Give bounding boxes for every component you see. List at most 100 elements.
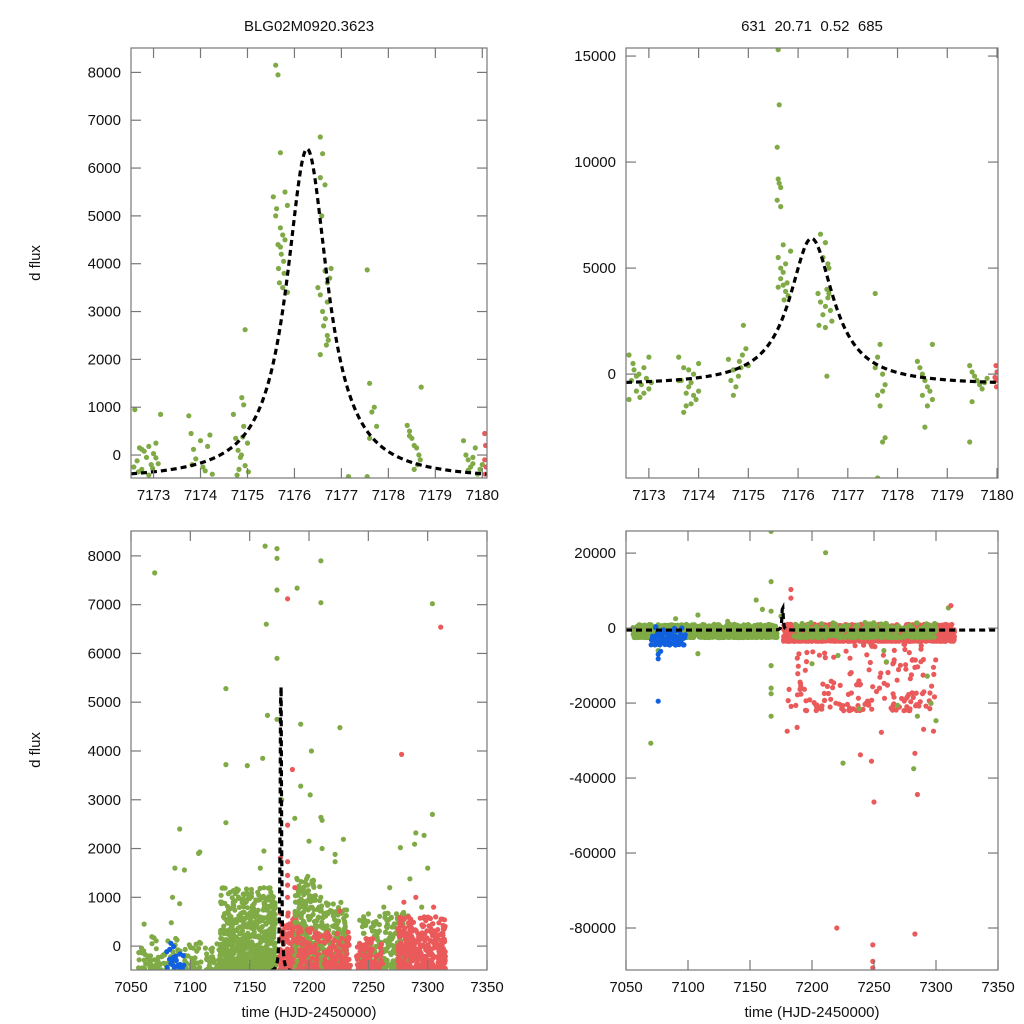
data-point-green bbox=[365, 918, 371, 925]
data-point-green bbox=[266, 932, 272, 939]
data-point-red bbox=[297, 967, 304, 970]
data-point-green bbox=[194, 948, 200, 954]
data-point-green bbox=[875, 475, 881, 478]
data-point-green bbox=[142, 966, 148, 970]
data-point-green bbox=[292, 899, 299, 905]
data-point-green bbox=[382, 929, 389, 936]
data-point-green bbox=[248, 886, 254, 893]
data-point-green bbox=[227, 960, 233, 966]
data-point-green bbox=[234, 472, 240, 478]
data-point-green bbox=[688, 634, 694, 640]
data-point-green bbox=[276, 280, 282, 286]
data-point-red bbox=[311, 934, 317, 940]
data-point-green bbox=[880, 439, 886, 445]
data-point-red bbox=[301, 949, 308, 955]
data-point-green bbox=[381, 904, 387, 910]
data-point-green bbox=[263, 936, 269, 942]
data-point-green bbox=[238, 936, 244, 943]
data-point-green bbox=[238, 911, 244, 917]
data-point-green bbox=[255, 907, 261, 913]
data-point-green bbox=[739, 352, 746, 358]
data-point-green bbox=[318, 924, 324, 930]
plot-area bbox=[136, 543, 448, 970]
data-point-blue bbox=[177, 961, 183, 968]
data-point-green bbox=[465, 457, 471, 463]
data-point-red bbox=[312, 949, 318, 955]
data-point-red bbox=[309, 955, 315, 962]
x-tick-label: 7177 bbox=[831, 487, 864, 504]
data-point-green bbox=[296, 905, 302, 911]
data-point-green bbox=[257, 865, 263, 871]
data-point-green bbox=[778, 204, 784, 210]
data-point-green bbox=[728, 377, 734, 384]
data-point-green bbox=[470, 461, 476, 467]
data-point-green bbox=[631, 633, 637, 639]
data-point-blue bbox=[171, 944, 177, 950]
data-point-green bbox=[232, 907, 238, 913]
data-point-green bbox=[294, 585, 300, 591]
x-tick-label: 7174 bbox=[682, 487, 715, 504]
data-point-red bbox=[399, 922, 405, 929]
data-point-red bbox=[483, 464, 487, 470]
x-tick-label: 7179 bbox=[419, 487, 452, 504]
data-point-green bbox=[328, 265, 334, 272]
data-point-red bbox=[335, 948, 341, 954]
data-point-green bbox=[323, 910, 330, 916]
data-point-green bbox=[188, 430, 194, 437]
xlabel-bottom-right: time (HJD-2450000) bbox=[744, 1004, 879, 1021]
data-point-green bbox=[307, 904, 314, 911]
ylabel-bottom-left: d flux bbox=[27, 732, 44, 768]
data-point-green bbox=[315, 285, 321, 291]
x-tick-label: 7300 bbox=[411, 979, 444, 996]
data-point-red bbox=[336, 939, 342, 946]
data-point-green bbox=[736, 358, 743, 364]
data-point-red bbox=[395, 958, 401, 964]
data-point-green bbox=[406, 433, 413, 439]
data-point-green bbox=[292, 912, 298, 919]
data-point-green bbox=[193, 456, 199, 462]
data-point-green bbox=[683, 390, 689, 396]
plot-area bbox=[626, 531, 998, 970]
data-point-green bbox=[877, 403, 883, 409]
data-point-green bbox=[776, 180, 782, 186]
data-point-green bbox=[301, 892, 307, 898]
model-curve bbox=[626, 236, 998, 385]
data-point-green bbox=[875, 354, 881, 360]
data-point-green bbox=[411, 466, 417, 472]
data-point-blue bbox=[658, 640, 664, 646]
y-tick-label: 7000 bbox=[88, 597, 121, 614]
y-tick-label: 8000 bbox=[88, 64, 121, 81]
data-point-red bbox=[298, 960, 304, 967]
data-point-green bbox=[967, 363, 973, 369]
data-point-blue bbox=[652, 642, 658, 648]
data-point-green bbox=[318, 600, 324, 606]
data-point-green bbox=[186, 413, 192, 419]
data-point-green bbox=[265, 946, 271, 953]
data-point-green bbox=[245, 905, 251, 911]
data-point-blue bbox=[650, 637, 657, 643]
data-point-green bbox=[472, 445, 478, 451]
data-point-green bbox=[709, 633, 715, 639]
data-point-red bbox=[327, 934, 333, 940]
data-point-green bbox=[882, 435, 888, 441]
data-point-green bbox=[927, 388, 933, 394]
data-point-green bbox=[641, 390, 647, 396]
data-point-green bbox=[720, 634, 727, 640]
data-point-green bbox=[827, 307, 834, 314]
data-point-red bbox=[372, 959, 378, 965]
data-point-green bbox=[137, 966, 143, 970]
data-point-red bbox=[299, 941, 305, 947]
data-point-green bbox=[418, 384, 424, 390]
x-tick-label: 7150 bbox=[233, 979, 266, 996]
data-point-red bbox=[309, 965, 315, 970]
data-point-green bbox=[149, 941, 155, 947]
x-tick-label: 7050 bbox=[114, 979, 147, 996]
data-point-green bbox=[263, 921, 269, 927]
data-point-green bbox=[256, 933, 262, 939]
data-point-green bbox=[269, 956, 275, 962]
data-point-green bbox=[714, 631, 720, 638]
panel-bottom-left: 7050 7100 7150 7200 7250 7300 7350010002000300… bbox=[88, 530, 504, 996]
data-point-green bbox=[202, 468, 208, 474]
x-tick-label: 7173 bbox=[137, 487, 170, 504]
data-point-green bbox=[780, 269, 786, 275]
